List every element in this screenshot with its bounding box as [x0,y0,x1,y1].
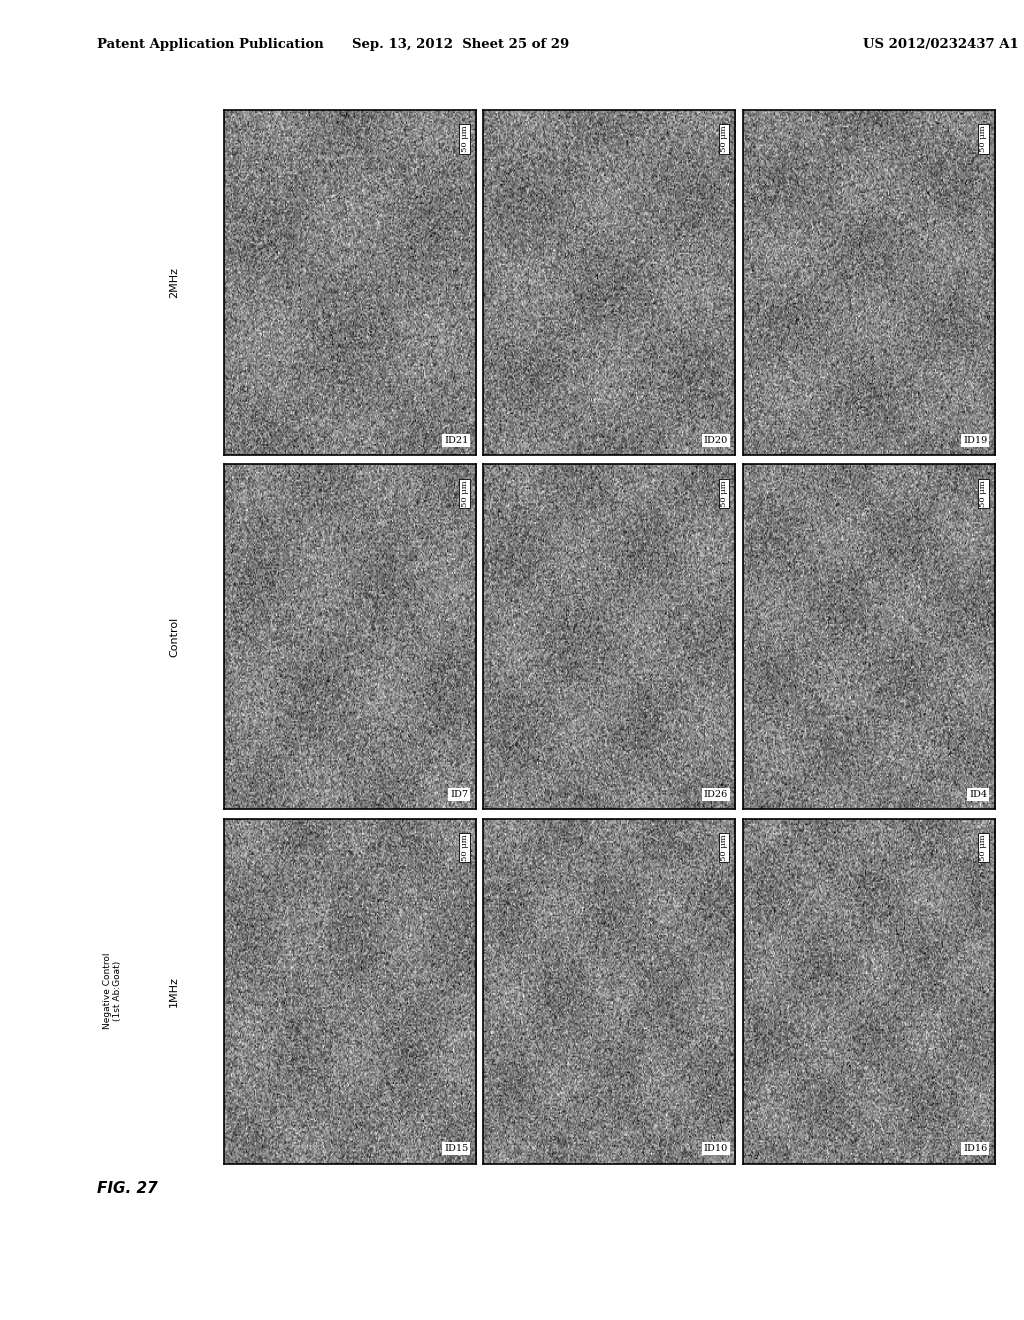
Text: ID10: ID10 [703,1144,728,1154]
Text: ID21: ID21 [444,436,468,445]
Text: 50 μm: 50 μm [720,834,728,861]
Text: ID16: ID16 [963,1144,987,1154]
Text: 50 μm: 50 μm [980,834,987,861]
Text: 50 μm: 50 μm [720,125,728,152]
Text: ID4: ID4 [969,791,987,799]
Text: 50 μm: 50 μm [980,480,987,507]
Text: 1MHz: 1MHz [169,975,179,1007]
Text: FIG. 27: FIG. 27 [97,1181,158,1196]
Text: 50 μm: 50 μm [980,125,987,152]
Text: ID19: ID19 [963,436,987,445]
Text: 50 μm: 50 μm [461,480,469,507]
Text: ID7: ID7 [451,791,468,799]
Text: 2MHz: 2MHz [169,267,179,298]
Text: ID20: ID20 [703,436,728,445]
Text: ID15: ID15 [444,1144,468,1154]
Text: Sep. 13, 2012  Sheet 25 of 29: Sep. 13, 2012 Sheet 25 of 29 [352,38,569,51]
Text: ID26: ID26 [703,791,728,799]
Text: Negative Control
(1st Ab:Goat): Negative Control (1st Ab:Goat) [103,953,122,1030]
Text: Control: Control [169,616,179,657]
Text: US 2012/0232437 A1: US 2012/0232437 A1 [863,38,1019,51]
Text: 50 μm: 50 μm [461,125,469,152]
Text: 50 μm: 50 μm [720,480,728,507]
Text: 50 μm: 50 μm [461,834,469,861]
Text: Patent Application Publication: Patent Application Publication [97,38,324,51]
